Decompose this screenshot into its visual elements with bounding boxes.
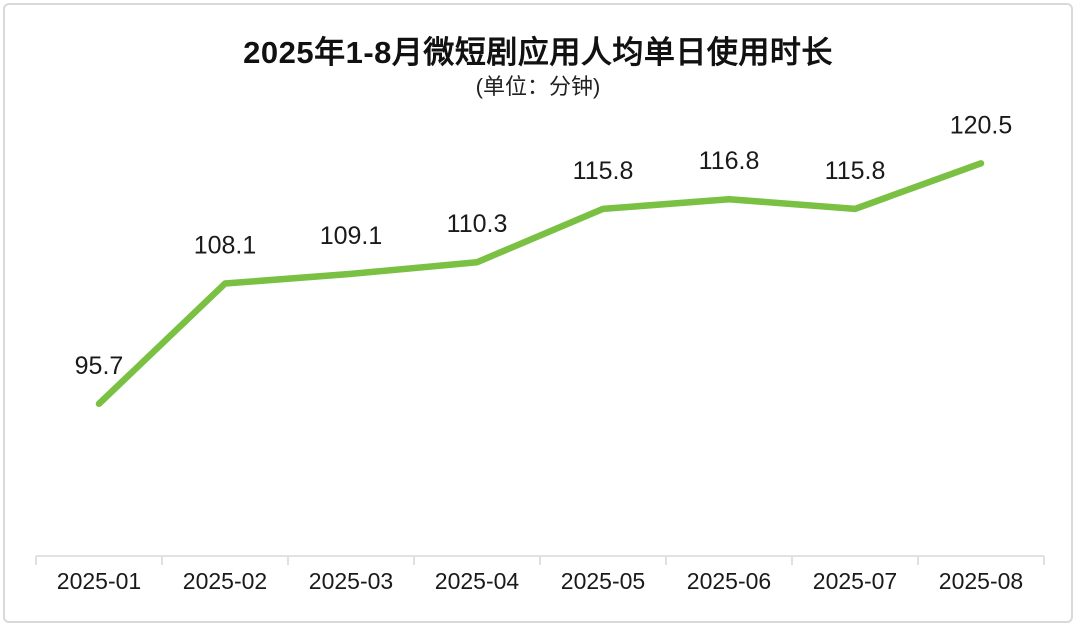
x-axis-label-group: 2025-01 2025-02 2025-03 2025-04 2025-05 2025-…	[57, 568, 1023, 594]
data-label: 109.1	[320, 222, 383, 250]
chart-subtitle: (单位：分钟)	[475, 74, 601, 99]
data-label: 110.3	[447, 210, 508, 238]
chart-title: 2025年1-8月微短剧应用人均单日使用时长	[243, 35, 833, 70]
x-axis-label: 2025-04	[435, 568, 520, 594]
x-axis-label: 2025-03	[309, 568, 393, 594]
series-line	[95, 160, 985, 408]
chart-card: 2025年1-8月微短剧应用人均单日使用时长 (单位：分钟)	[3, 3, 1073, 623]
x-axis	[35, 555, 1045, 565]
data-label: 120.5	[950, 111, 1013, 139]
data-label: 115.8	[573, 157, 634, 185]
data-label: 116.8	[699, 147, 760, 175]
x-axis-label: 2025-06	[687, 568, 771, 594]
x-axis-label: 2025-02	[183, 568, 267, 594]
x-axis-label: 2025-01	[57, 568, 141, 594]
data-label: 95.7	[75, 352, 124, 380]
data-label: 108.1	[194, 232, 257, 260]
data-label: 115.8	[825, 157, 886, 185]
x-axis-label: 2025-05	[561, 568, 645, 594]
x-axis-label: 2025-08	[939, 568, 1023, 594]
data-label-group: 95.7 108.1 109.1 110.3 115.8 116.8 115.8 120.5	[75, 111, 1013, 379]
series-line-group	[95, 160, 985, 408]
x-axis-label: 2025-07	[813, 568, 897, 594]
